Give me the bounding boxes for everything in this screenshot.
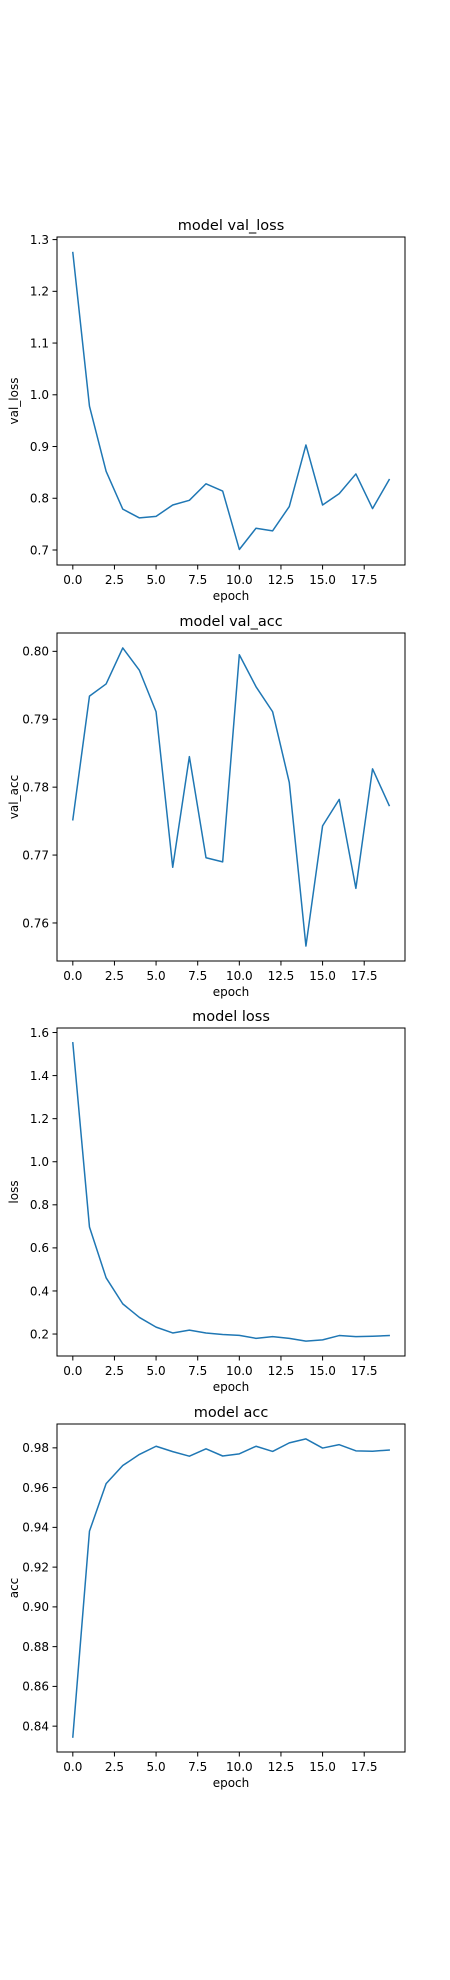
chart-2: 0.0 2.5 5.0 7.5 10.0 12.5 15.0 17.5 0.76 0.77 0.78… [7,614,406,999]
series-line-1 [71,647,391,947]
y-tick-label: 0.84 [22,1719,49,1733]
x-tick-label: 10.0 [226,969,253,983]
y-tick-label: 0.90 [22,1600,49,1614]
y-tick-label: 0.79 [22,713,49,727]
x-tick-label: 2.5 [105,573,124,587]
x-tick-label: 0.0 [63,1364,82,1378]
plot-frame [56,1423,406,1753]
x-tick-label: 12.5 [268,573,295,587]
x-tick-label: 12.5 [268,969,295,983]
y-tick-label: 0.88 [22,1640,49,1654]
x-tick-label: 12.5 [268,1364,295,1378]
plot-frame [56,632,406,962]
x-tick-label: 5.0 [147,573,166,587]
x-tick-label: 15.0 [309,969,336,983]
chart-title: model loss [192,1009,270,1025]
y-tick-label: 1.4 [30,1069,49,1083]
x-tick-label: 15.0 [309,1364,336,1378]
charts-container: 0.0 2.5 5.0 7.5 10.0 12.5 15.0 17.5 0.7 0.8 0.9 1.0… [7,218,406,1790]
x-tick-label: 10.0 [226,1760,253,1774]
series-line-1 [72,1042,390,1342]
y-tick-label: 0.98 [22,1441,49,1455]
y-tick-label: 0.7 [30,543,49,557]
x-tick-label: 0.0 [63,969,82,983]
series-line-1 [71,251,391,551]
y-tick-label: 0.96 [22,1481,49,1495]
x-tick-label: 7.5 [188,1760,207,1774]
y-tick-label: 0.76 [22,916,49,930]
y-axis-label: loss [7,1180,21,1203]
y-tick-label: 0.6 [30,1241,49,1255]
x-tick-label: 10.0 [226,1364,253,1378]
series-line-1 [72,1438,390,1738]
y-tick-label: 0.92 [22,1560,49,1574]
chart-title: model val_acc [179,614,282,630]
y-tick-label: 1.1 [30,336,49,350]
y-tick-label: 0.94 [22,1521,49,1535]
x-axis-label: epoch [213,1776,250,1790]
y-tick-label: 0.4 [30,1284,49,1298]
x-tick-label: 7.5 [188,1364,207,1378]
x-tick-label: 7.5 [188,573,207,587]
chart-1: 0.0 2.5 5.0 7.5 10.0 12.5 15.0 17.5 0.7 0.8 0.9 1.0… [7,218,406,603]
y-axis-label: val_loss [7,378,21,425]
x-tick-label: 0.0 [63,573,82,587]
x-tick-label: 7.5 [188,969,207,983]
x-tick-label: 2.5 [105,1760,124,1774]
x-tick-label: 5.0 [147,1760,166,1774]
y-tick-label: 0.2 [30,1327,49,1341]
x-tick-label: 17.5 [351,1364,378,1378]
chart-3: 0.0 2.5 5.0 7.5 10.0 12.5 15.0 17.5 0.2 0.4 0.6 0.8… [7,1009,406,1394]
x-tick-label: 5.0 [147,1364,166,1378]
y-tick-label: 0.77 [22,848,49,862]
plot-frame [56,1027,406,1357]
x-tick-label: 12.5 [268,1760,295,1774]
x-axis-label: epoch [213,985,250,999]
x-tick-label: 0.0 [63,1760,82,1774]
y-tick-label: 0.8 [30,492,49,506]
y-axis-label: val_acc [7,775,21,819]
x-tick-label: 15.0 [309,1760,336,1774]
x-tick-label: 10.0 [226,573,253,587]
chart-title: model val_loss [178,218,285,234]
y-tick-label: 0.80 [22,645,49,659]
x-tick-label: 2.5 [105,969,124,983]
y-tick-label: 0.8 [30,1198,49,1212]
y-tick-label: 1.3 [30,233,49,247]
y-tick-label: 1.0 [30,1155,49,1169]
plot-frame [56,236,406,566]
x-tick-label: 17.5 [351,969,378,983]
x-axis-label: epoch [213,1380,250,1394]
y-tick-label: 0.78 [22,780,49,794]
chart-4: 0.0 2.5 5.0 7.5 10.0 12.5 15.0 17.5 0.84 0.86 0.88… [7,1405,406,1790]
x-tick-label: 2.5 [105,1364,124,1378]
y-tick-label: 0.9 [30,440,49,454]
y-axis-label: acc [7,1578,21,1599]
y-tick-label: 1.2 [30,1112,49,1126]
y-tick-label: 1.2 [30,285,49,299]
x-axis-label: epoch [213,589,250,603]
x-tick-label: 17.5 [351,1760,378,1774]
x-tick-label: 15.0 [309,573,336,587]
x-tick-label: 5.0 [147,969,166,983]
y-tick-label: 1.0 [30,388,49,402]
y-tick-label: 0.86 [22,1680,49,1694]
y-tick-label: 1.6 [30,1026,49,1040]
x-tick-label: 17.5 [351,573,378,587]
chart-title: model acc [194,1405,269,1421]
